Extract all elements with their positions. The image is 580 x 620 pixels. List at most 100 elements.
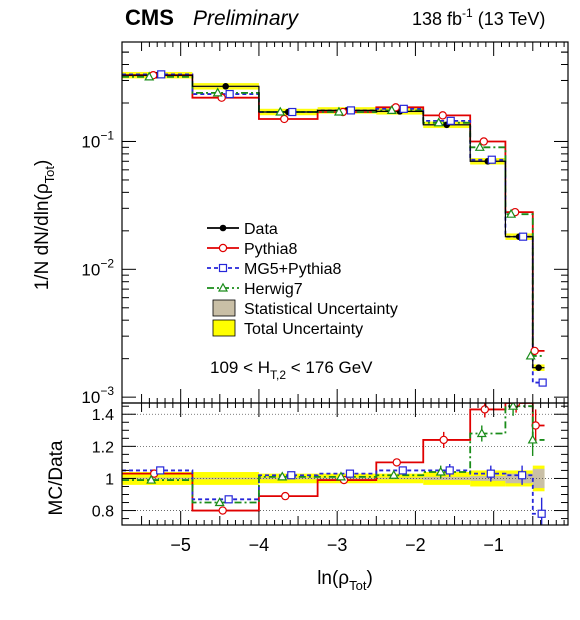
legend-entry: Total Uncertainty	[212, 319, 363, 338]
cms-label: CMS	[125, 5, 174, 30]
data-point-mg5-pythia8	[487, 155, 496, 164]
data-point-herwig7	[433, 117, 444, 127]
ratio-stat-band	[470, 476, 506, 481]
ratio-point-pythia8	[480, 405, 489, 414]
data-point-herwig7	[275, 106, 286, 116]
ratio-point-pythia8	[392, 458, 401, 467]
legend-label: Total Uncertainty	[244, 321, 363, 338]
series-line-herwig7	[122, 75, 545, 357]
data-point-herwig7	[212, 87, 223, 97]
ratio-point-herwig7	[508, 403, 519, 410]
ratio-line-mg5-pythia8	[122, 469, 545, 515]
ratio-point-herwig7	[335, 471, 346, 481]
legend-swatch-stat	[212, 299, 236, 317]
legend-marker	[217, 282, 229, 292]
ratio-point-mg5-pythia8	[486, 469, 495, 478]
ratio-plot-area	[122, 403, 568, 525]
data-point-mg5-pythia8	[288, 107, 297, 117]
ratio-stat-band	[122, 477, 193, 480]
ratio-point-pythia8	[281, 491, 290, 501]
x-tick-label: −4	[249, 535, 270, 555]
ratio-point-mg5-pythia8	[345, 469, 355, 478]
data-point-herwig7	[474, 141, 485, 151]
data-point-herwig7	[506, 208, 517, 218]
upper-plot-area	[122, 70, 547, 387]
legend-marker	[218, 243, 228, 253]
ratio-point-herwig7	[214, 497, 225, 507]
ratio-point-mg5-pythia8	[445, 466, 454, 475]
ratio-y-tick-label: 1	[105, 471, 114, 488]
data-point-pythia8	[479, 137, 488, 146]
ratio-frame	[121, 402, 569, 526]
ratio-point-pythia8	[439, 435, 448, 445]
data-point-pythia8	[280, 114, 289, 124]
ratio-point-herwig7	[277, 471, 288, 481]
ratio-point-mg5-pythia8	[537, 509, 546, 518]
lumi-label: 138 fb-1 (13 TeV)	[412, 6, 545, 29]
ratio-y-tick-label: 1.2	[92, 439, 114, 456]
lumi-value: 138 fb	[412, 9, 462, 29]
ratio-point-mg5-pythia8	[224, 495, 233, 504]
ratio-point-mg5-pythia8	[517, 471, 527, 480]
ratio-point-mg5-pythia8	[398, 466, 407, 475]
data-point-mg5-pythia8	[446, 116, 455, 125]
legend-entry: Statistical Uncertainty	[212, 299, 398, 318]
upper-frame	[121, 41, 569, 404]
data-point-mg5-pythia8	[346, 106, 356, 115]
data-point-herwig7	[333, 106, 344, 116]
data-point-mg5-pythia8	[538, 378, 547, 387]
x-tick-label: −5	[170, 535, 191, 555]
x-tick-label: −1	[483, 535, 504, 555]
preliminary-label: Preliminary	[193, 7, 300, 30]
ratio-line-pythia8	[122, 403, 545, 512]
ratio-point-herwig7	[435, 466, 446, 476]
y-tick-label: 10−1	[81, 128, 114, 151]
upper-y-axis-title: 1/N dN/dln(ρTot)	[32, 160, 57, 291]
legend-label: Statistical Uncertainty	[244, 301, 398, 318]
ratio-point-herwig7	[388, 469, 399, 479]
data-point-herwig7	[144, 71, 155, 81]
ratio-point-herwig7	[476, 428, 487, 438]
lumi-exponent: -1	[462, 6, 473, 20]
data-point-data	[222, 83, 229, 90]
data-point-herwig7	[525, 350, 536, 360]
x-tick-label: −2	[405, 535, 426, 555]
ratio-point-herwig7	[527, 434, 538, 444]
legend-entry: Pythia8	[207, 241, 297, 258]
legend-label: MG5+Pythia8	[244, 261, 341, 278]
lumi-energy: (13 TeV)	[473, 9, 546, 29]
ratio-point-herwig7	[146, 474, 157, 484]
legend-entry: MG5+Pythia8	[207, 261, 341, 278]
legend-marker	[219, 224, 227, 232]
legend-entry: Herwig7	[207, 281, 303, 298]
x-axis-title: ln(ρTot)	[317, 568, 373, 593]
data-point-mg5-pythia8	[518, 232, 528, 241]
data-point-mg5-pythia8	[225, 89, 234, 99]
ratio-stat-band	[376, 477, 424, 480]
cut-label: 109 < HT,2 < 176 GeV	[210, 358, 373, 382]
ratio-line-herwig7	[122, 405, 545, 504]
ratio-y-tick-label: 1.4	[92, 407, 114, 424]
legend-swatch-total	[212, 319, 236, 337]
x-tick-label: −3	[327, 535, 348, 555]
legend-label: Herwig7	[244, 281, 303, 298]
chart-content: 10−1 10−2 10−3 Data Pythia8 MG5+Pythia8 Herwig…	[81, 41, 569, 555]
data-point-pythia8	[438, 111, 447, 120]
legend-entry: Data	[207, 221, 278, 238]
data-point-mg5-pythia8	[399, 104, 408, 113]
data-point-data	[535, 364, 542, 371]
legend-label: Pythia8	[244, 241, 297, 258]
ratio-point-pythia8	[218, 506, 227, 515]
ratio-point-mg5-pythia8	[287, 471, 296, 480]
legend-marker	[218, 263, 228, 273]
data-point-mg5-pythia8	[157, 70, 166, 79]
y-tick-label: 10−2	[81, 256, 114, 279]
legend-label: Data	[244, 221, 278, 238]
ratio-y-tick-label: 0.8	[92, 504, 114, 521]
ratio-stat-band	[532, 468, 545, 489]
y-tick-label: 10−3	[81, 384, 114, 407]
data-point-herwig7	[386, 104, 397, 115]
ratio-y-axis-title: MC/Data	[46, 440, 67, 515]
